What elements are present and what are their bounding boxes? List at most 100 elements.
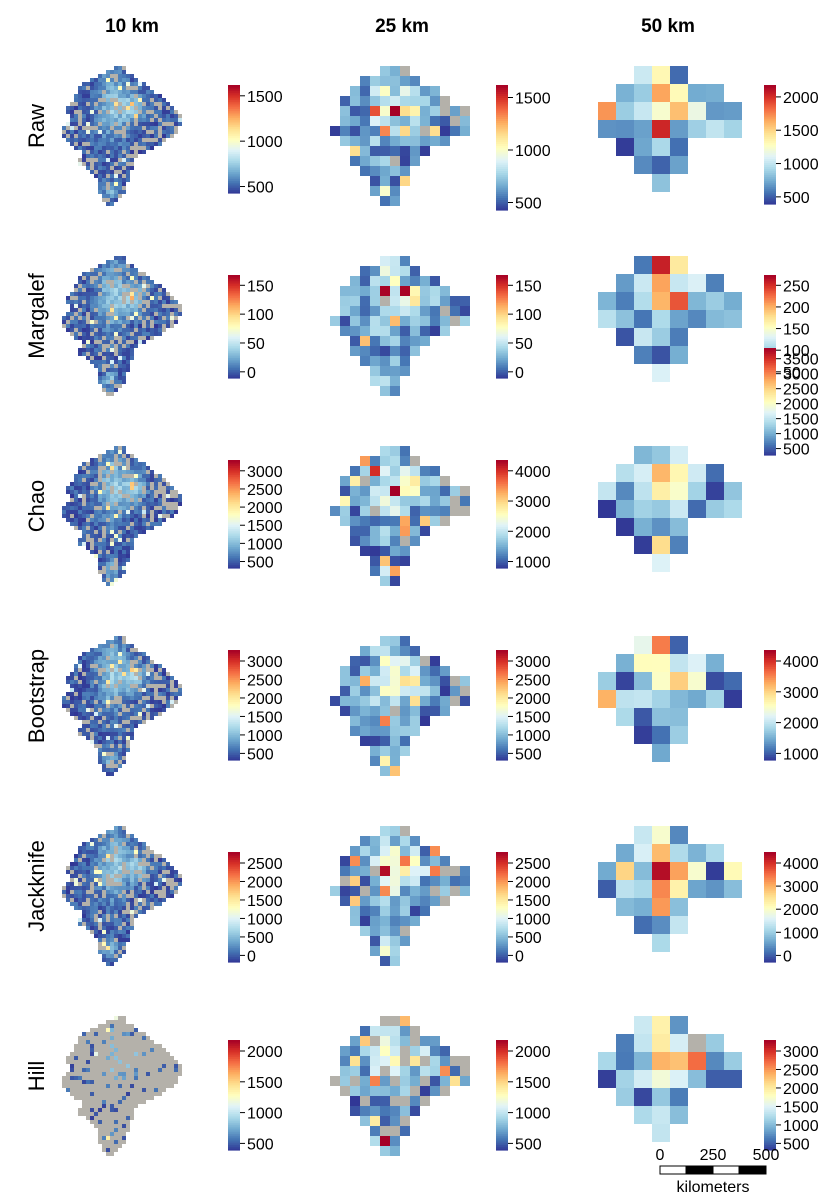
- map-cell: [166, 122, 170, 126]
- map-cell: [154, 284, 158, 288]
- map-cell: [78, 1076, 82, 1080]
- map-cell: [158, 862, 162, 866]
- map-cell: [82, 138, 86, 142]
- map-cell: [110, 830, 114, 834]
- map-cell: [114, 922, 118, 926]
- colorbar-segment: [496, 359, 508, 362]
- map-cell: [114, 870, 118, 874]
- map-cell: [106, 858, 110, 862]
- map-cell: [634, 862, 652, 880]
- colorbar-segment: [228, 101, 240, 104]
- map-cell: [114, 530, 118, 534]
- map-cell: [110, 454, 114, 458]
- map-cell: [102, 348, 106, 352]
- map-cell: [82, 498, 86, 502]
- map-cell: [78, 158, 82, 162]
- map-cell: [78, 664, 82, 668]
- map-cell: [162, 130, 166, 134]
- colorbar-tick-label: 2500: [783, 382, 819, 399]
- map-cell: [110, 946, 114, 950]
- map-cell: [74, 1060, 78, 1064]
- map-cell: [154, 668, 158, 672]
- colorbar-segment: [764, 118, 776, 122]
- map-cell: [670, 726, 688, 744]
- map-cell: [130, 652, 134, 656]
- map-cell: [98, 368, 102, 372]
- map-cell: [380, 766, 390, 776]
- map-cell: [102, 1064, 106, 1068]
- map-cell: [170, 106, 174, 110]
- map-cell: [162, 514, 166, 518]
- map-cell: [94, 534, 98, 538]
- colorbar-segment: [764, 719, 776, 723]
- map-cell: [118, 190, 122, 194]
- colorbar-segment: [228, 287, 240, 290]
- map-cell: [74, 118, 78, 122]
- map-cell: [350, 276, 360, 286]
- map-cell: [118, 906, 122, 910]
- map-cell: [138, 1060, 142, 1064]
- map-cell: [150, 328, 154, 332]
- map-cell: [82, 902, 86, 906]
- map-cell: [410, 336, 420, 346]
- map-cell: [86, 1044, 90, 1048]
- map-cell: [162, 676, 166, 680]
- map-cell: [330, 696, 340, 706]
- colorbar-segment: [764, 146, 776, 150]
- map-cell: [102, 186, 106, 190]
- colorbar-segment: [228, 903, 240, 906]
- map-cell: [616, 518, 634, 536]
- map-cell: [688, 84, 706, 102]
- map-cell: [146, 708, 150, 712]
- map-cell: [82, 1068, 86, 1072]
- map-cell: [126, 676, 130, 680]
- map-cell: [86, 478, 90, 482]
- map-cell: [150, 676, 154, 680]
- map-cell: [126, 542, 130, 546]
- map-cell: [430, 696, 440, 706]
- map-cell: [440, 286, 450, 296]
- map-cell: [420, 506, 430, 516]
- map-cell: [102, 1028, 106, 1032]
- map-cell: [114, 74, 118, 78]
- map-cell: [114, 190, 118, 194]
- colorbar-segment: [228, 488, 240, 492]
- map-cell: [706, 862, 724, 880]
- map-cell: [138, 126, 142, 130]
- map-cell: [86, 732, 90, 736]
- colorbar-segment: [764, 919, 776, 923]
- map-cell: [74, 894, 78, 898]
- map-cell: [98, 712, 102, 716]
- map-cell: [360, 356, 370, 366]
- map-cell: [78, 106, 82, 110]
- map-cell: [340, 306, 350, 316]
- colorbar-segment: [764, 412, 776, 415]
- map-cell: [118, 126, 122, 130]
- map-cell: [146, 890, 150, 894]
- map-cell: [110, 838, 114, 842]
- colorbar-segment: [764, 122, 776, 126]
- map-cell: [122, 502, 126, 506]
- map-cell: [102, 284, 106, 288]
- map-cell: [126, 296, 130, 300]
- map-cell: [170, 1060, 174, 1064]
- map-cell: [122, 522, 126, 526]
- map-cell: [430, 486, 440, 496]
- map-cell: [114, 264, 118, 268]
- colorbar-segment: [496, 879, 508, 882]
- map-cell: [78, 716, 82, 720]
- colorbar-segment: [764, 686, 776, 690]
- map-cell: [118, 926, 122, 930]
- map-cell: [440, 666, 450, 676]
- colorbar-segment: [496, 287, 508, 290]
- map-cell: [118, 368, 122, 372]
- colorbar-segment: [496, 201, 508, 205]
- colorbar-segment: [764, 734, 776, 737]
- map-cell: [400, 936, 410, 946]
- colorbar-segment: [764, 348, 776, 351]
- map-cell: [360, 896, 370, 906]
- map-cell: [350, 896, 360, 906]
- map-cell: [90, 1028, 94, 1032]
- map-cell: [166, 1072, 170, 1076]
- map-cell: [122, 834, 126, 838]
